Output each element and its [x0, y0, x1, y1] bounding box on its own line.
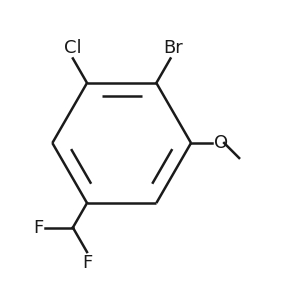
Text: Br: Br [164, 39, 183, 57]
Text: F: F [82, 254, 92, 272]
Text: O: O [214, 134, 228, 152]
Text: Cl: Cl [64, 39, 82, 57]
Text: F: F [33, 219, 43, 237]
